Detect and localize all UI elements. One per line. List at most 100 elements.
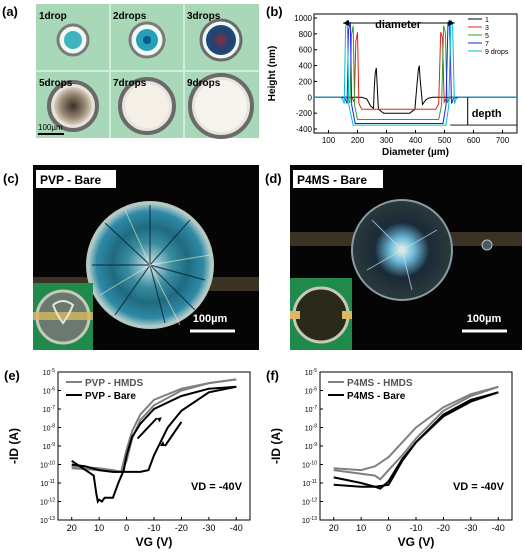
y-axis-label-b: Height (nm) — [267, 46, 278, 102]
profile-chart: (b) 100 200 300 400 500 600 700 -400 -200 0 200 400 6… — [266, 4, 518, 158]
transfer-curve-f-0 — [333, 385, 499, 481]
diameter-label: diameter — [375, 19, 422, 31]
drop-label-5: 5drops — [39, 78, 73, 89]
legend-label-b-1: 3 — [485, 25, 489, 32]
panel-d-figure: (d) P4MS - Bare 100µm — [265, 165, 522, 350]
panel-b-label: (b) — [266, 4, 283, 19]
scale-bar-c-label: 100µm — [193, 313, 228, 325]
x-tick-label-4: 500 — [438, 136, 452, 145]
legend-label-b-2: 5 — [485, 33, 489, 40]
x-tick-label-5: 600 — [467, 136, 481, 145]
y-tick-label-e-7: 10-6 — [43, 387, 55, 396]
profile-line-1 — [314, 32, 517, 110]
drop-label-2: 2drops — [113, 11, 147, 22]
sweep-arrowhead-down — [159, 441, 165, 446]
transfer-curve-e-0 — [71, 378, 237, 474]
transfer-curve-f-3 — [333, 391, 499, 488]
drop-9 — [188, 73, 254, 139]
panel-f: (f) 20 10 0 -10 -20 -30 -40 10-13 10-12 10-11 10-10… — [262, 360, 525, 550]
transfer-curve-f-1 — [333, 385, 499, 472]
x-tick-label-e-6: -40 — [230, 523, 243, 533]
panel-f-label: (f) — [266, 368, 279, 383]
y-tick-label-e-8: 10-5 — [43, 368, 55, 377]
panel-c: (c) PVP - Bare 100µm — [0, 165, 262, 355]
panel-c-label: (c) — [3, 171, 19, 186]
y-tick-label-0: -400 — [296, 125, 313, 134]
legend-label-b-0: 1 — [485, 17, 489, 24]
panel-d-title: P4MS - Bare — [297, 173, 367, 187]
x-tick-label-f-0: 20 — [329, 523, 339, 533]
y-tick-label-f-2: 10-11 — [302, 479, 317, 488]
x-axis-label-b: Diameter (µm) — [382, 147, 449, 158]
drop-1 — [56, 23, 90, 57]
panel-b: (b) 100 200 300 400 500 600 700 -400 -200 0 200 400 6… — [262, 0, 525, 165]
y-tick-label-e-1: 10-12 — [40, 498, 55, 507]
vd-annotation-e: VD = -40V — [191, 481, 243, 493]
y-tick-label-f-0: 10-13 — [302, 516, 317, 525]
drop-label-9: 9drops — [187, 78, 221, 89]
x-tick-label-e-2: 0 — [124, 523, 129, 533]
drop-label-7: 7drops — [113, 78, 147, 89]
x-tick-label-f-1: 10 — [356, 523, 366, 533]
y-tick-label-f-8: 10-5 — [305, 368, 317, 377]
transfer-curve-f-2 — [333, 391, 499, 490]
y-tick-label-1: -200 — [296, 109, 313, 118]
y-axis-label-e: -ID (A) — [7, 428, 21, 464]
x-tick-label-f-5: -30 — [464, 523, 477, 533]
depth-label: depth — [472, 108, 502, 120]
scale-bar-d-label: 100µm — [467, 313, 502, 325]
y-tick-label-e-5: 10-8 — [43, 424, 55, 433]
y-tick-label-e-6: 10-7 — [43, 405, 55, 414]
legend-label-e-0: PVP - HMDS — [85, 378, 143, 389]
sweep-arrow-down — [164, 421, 183, 447]
transfer-chart-f: (f) 20 10 0 -10 -20 -30 -40 10-13 10-12 10-11 10-10… — [266, 368, 513, 549]
y-tick-label-f-3: 10-10 — [302, 461, 317, 470]
x-tick-label-e-1: 10 — [94, 523, 104, 533]
drop-2 — [128, 21, 166, 59]
y-tick-label-f-4: 10-9 — [305, 442, 317, 451]
x-tick-label-e-5: -30 — [202, 523, 215, 533]
sweep-arrowhead-up — [156, 417, 162, 423]
drop-label-1: 1drop — [39, 11, 67, 22]
panel-c-title: PVP - Bare — [40, 173, 101, 187]
x-tick-label-0: 100 — [322, 136, 336, 145]
x-tick-label-f-4: -20 — [437, 523, 450, 533]
panel-c-figure: (c) PVP - Bare 100µm — [3, 165, 259, 350]
legend-label-b-3: 7 — [485, 41, 489, 48]
drop-5 — [47, 80, 99, 132]
x-tick-label-f-6: -40 — [492, 523, 505, 533]
x-tick-label-f-2: 0 — [386, 523, 391, 533]
diameter-arrowhead-left — [343, 20, 349, 26]
transfer-chart-e: (e) 20 10 0 -10 -20 -30 -40 10-13 10-12 10-11 10-10… — [4, 368, 251, 549]
x-tick-label-e-4: -20 — [175, 523, 188, 533]
x-tick-label-f-3: -10 — [409, 523, 422, 533]
y-tick-label-e-2: 10-11 — [40, 479, 55, 488]
y-axis-label-f: -ID (A) — [269, 428, 283, 464]
y-tick-label-e-3: 10-10 — [40, 461, 55, 470]
y-tick-label-f-5: 10-8 — [305, 424, 317, 433]
y-tick-label-3: 200 — [299, 77, 313, 86]
profile-line-3 — [314, 21, 517, 124]
x-tick-label-6: 700 — [496, 136, 510, 145]
y-tick-label-4: 400 — [299, 62, 313, 71]
panel-c-title-box — [36, 170, 116, 188]
profile-line-0 — [314, 65, 517, 114]
legend-label-f-1: P4MS - Bare — [347, 391, 406, 402]
panel-e-label: (e) — [4, 368, 20, 383]
y-tick-label-f-6: 10-7 — [305, 405, 317, 414]
x-tick-label-e-0: 20 — [67, 523, 77, 533]
y-tick-label-7: 1000 — [294, 14, 312, 23]
sweep-arrow-up — [136, 417, 158, 440]
y-tick-label-e-0: 10-13 — [40, 516, 55, 525]
panel-a-label: (a) — [2, 4, 18, 19]
panel-d-title-box — [293, 170, 383, 188]
x-axis-label-f: VG (V) — [398, 535, 435, 549]
x-tick-label-2: 300 — [380, 136, 394, 145]
y-tick-label-2: 0 — [308, 93, 313, 102]
vd-annotation-f: VD = -40V — [453, 481, 505, 493]
y-tick-label-6: 800 — [299, 30, 313, 39]
x-tick-label-e-3: -10 — [147, 523, 160, 533]
panel-a: (a) 1drop 2drops 3drops 5drops 7drops 9d… — [0, 0, 262, 140]
x-axis-label-e: VG (V) — [136, 535, 173, 549]
scale-bar-a-label: 100µm — [38, 123, 63, 132]
